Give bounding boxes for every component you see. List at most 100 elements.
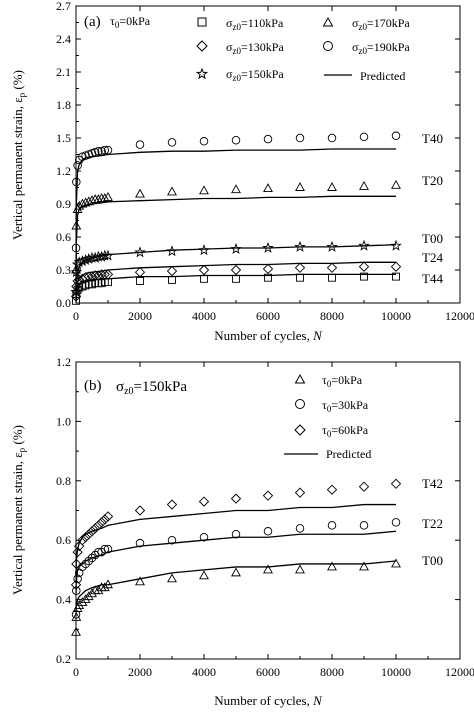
panel-b-point-diamond [70,579,82,590]
panel-b-point-triangle [83,591,94,601]
panel-b-point-diamond [71,558,82,570]
panel-a-point-diamond [326,262,338,273]
panel-a-point-triangle [135,188,145,198]
panel-a-y-tick-label: 2.7 [56,0,71,13]
panel-a-point-star [73,256,86,268]
curve-label-T00: T00 [422,231,443,246]
panel-b-point-diamond [134,505,146,516]
panel-a-label: (a) [84,14,101,30]
panel-b-point-diamond [230,493,242,504]
panel-b-x-tick-label: 4000 [192,665,216,679]
panel-a-y-tick-label: 1.5 [56,131,71,145]
panel-a-point-triangle [93,194,104,204]
panel-a-predicted-curve-T40 [75,148,396,282]
panel-b-point-triangle [263,564,273,574]
panel-a-point-circle [199,137,209,146]
panel-a-predicted-curve-T44 [75,273,396,302]
panel-b-x-tick-label: 0 [73,665,79,679]
panel-a-y-tick-label: 1.8 [56,98,71,112]
panel-a-data-points [70,131,402,305]
panel-a-point-diamond [230,264,242,276]
panel-a-x-tick-label: 4000 [192,309,216,323]
panel-a-x-tick-label: 12000 [445,309,474,323]
panel-a-point-triangle [71,220,82,230]
legend-entry-tau0-60: τ0=60kPa [322,423,369,439]
panel-b-predicted-curve-T22 [75,530,397,594]
panel-a-x-tick-label: 2000 [128,309,152,323]
panel-b-predicted-curves [75,503,397,612]
panel-b-y-tick-label: 1.2 [56,355,71,369]
panel-a-y-tick-label: 0.9 [56,197,71,211]
panel-b-point-triangle [87,588,97,598]
panel-b-point-circle [71,610,81,619]
panel-a-point-diamond [134,267,146,278]
panel-a-point-circle [391,131,401,141]
panel-a-point-circle [359,132,369,142]
panel-a-legend: σz0=110kPa σz0=170kPa σz0=130kPa σz0=190… [195,16,410,83]
panel-a-point-star [230,243,242,255]
panel-a-x-tick-label: 6000 [256,309,280,323]
panel-a-point-circle [327,133,337,143]
panel-b-point-diamond [102,511,114,522]
panel-b-x-tick-label: 10000 [381,665,411,679]
panel-a-y-tick-label: 1.2 [56,164,71,178]
panel-b-point-circle [359,521,369,530]
panel-a-point-circle [103,145,113,155]
panel-a-point-diamond [166,265,178,277]
panel-a-point-star [326,240,338,252]
panel-b-point-circle [87,553,97,563]
panel-b-point-triangle [80,594,91,604]
panel-b-legend: τ0=0kPa τ0=30kPa τ0=60kPa Predicted [284,373,371,461]
panel-a-condition: τ0=0kPa [110,14,151,30]
panel-a-point-diamond [102,269,114,280]
legend-entry-predicted: Predicted [326,447,371,461]
panel-b-point-diamond [166,499,178,510]
panel-a-point-circle [135,140,145,149]
panel-a-point-triangle [83,196,94,206]
panel-b-x-tick-label: 2000 [128,665,152,679]
curve-label-T00: T00 [422,553,443,568]
panel-b-label: (b) [84,378,102,394]
panel-b-point-triangle [327,561,337,571]
panel-b-point-triangle [93,585,104,595]
panel-b-point-triangle [74,600,85,609]
panel-b-point-diamond [77,535,88,546]
panel-a-point-circle [71,243,81,253]
panel-a-point-triangle [77,198,88,208]
panel-a-point-diamond [294,262,306,273]
panel-b-point-triangle [199,570,209,580]
panel-a-point-star [98,249,111,261]
panel-b-point-circle [295,524,305,533]
panel-b-point-diamond [326,484,338,495]
panel-a-point-square [232,274,240,283]
panel-b-y-tick-label: 0.8 [56,474,71,488]
legend-entry-sz0-150: σz0=150kPa [226,67,284,83]
panel-b-x-tick-label: 12000 [445,665,474,679]
panel-b-point-diamond [80,532,91,543]
panel-b-point-circle [81,559,90,569]
panel-a-point-circle [231,135,241,145]
panel-b-condition: σz0=150kPa [116,379,187,397]
panel-b-point-diamond [93,520,104,531]
panel-a-point-star [70,285,82,297]
panel-a-point-triangle [199,185,209,195]
legend-entry-sz0-110: σz0=110kPa [226,16,284,32]
panel-a-y-tick-label: 2.1 [56,65,71,79]
panel-b-point-triangle [391,558,401,568]
panel-a-point-star [198,244,210,256]
panel-a-point-star [79,254,92,266]
panel-a-predicted-curve-T20 [75,195,396,293]
panel-a-point-triangle [231,184,241,194]
panel-b-point-circle [103,544,113,554]
curve-label-T40: T40 [422,131,443,146]
panel-b: 0 2000 4000 6000 8000 10000 12000 0.2 0.4 0.6 0.8 1… [10,355,474,708]
panel-b-point-triangle [167,573,177,583]
legend-diamond-marker [196,40,208,52]
panel-a-point-diamond [90,270,101,281]
panel-a-point-square [136,277,144,285]
panel-a-x-tick-label: 0 [73,309,79,323]
panel-b-point-triangle [71,626,81,636]
panel-a-point-star [262,241,274,253]
panel-a-point-star [390,239,402,251]
